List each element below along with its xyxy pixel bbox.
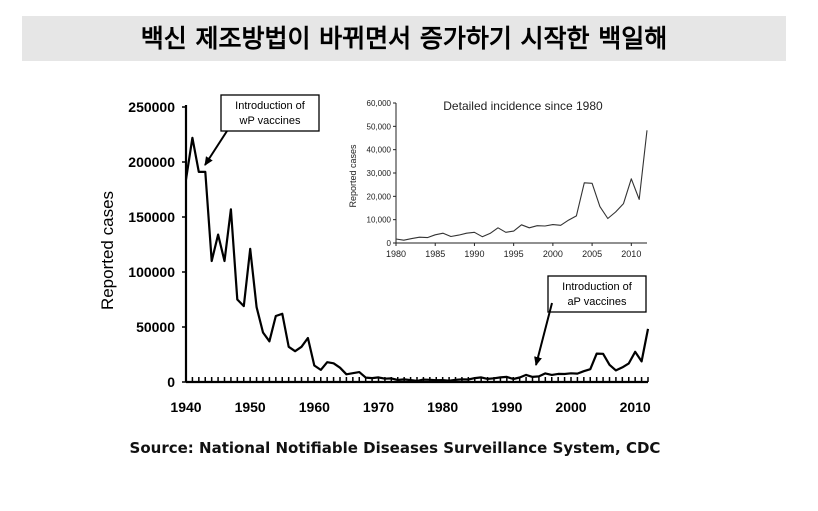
y-tick-label: 250000	[128, 99, 175, 115]
x-tick-label: 1940	[170, 399, 201, 415]
y-tick-label: 50000	[136, 319, 175, 335]
annotation-arrow-wp	[204, 130, 228, 166]
annotation-wp-line2: wP vaccines	[239, 115, 301, 127]
inset-x-tick-label: 2000	[543, 249, 563, 259]
title-banner: 백신 제조방법이 바뀌면서 증가하기 시작한 백일해	[22, 16, 786, 61]
annotation-ap-line1: Introduction of	[562, 281, 633, 293]
inset-y-tick-label: 50,000	[367, 122, 392, 131]
y-tick-label: 0	[167, 374, 175, 390]
main-chart: 0 50000 100000 150000 200000 250000 1940 1950 19…	[98, 99, 651, 415]
source-note: Source: National Notifiable Diseases Sur…	[129, 439, 661, 457]
inset-x-tick-label: 1980	[386, 249, 406, 259]
x-tick-label: 1990	[491, 399, 522, 415]
inset-y-tick-label: 60,000	[367, 99, 392, 108]
inset-x-tick-label: 1990	[464, 249, 484, 259]
inset-x-tick-label: 1995	[504, 249, 524, 259]
inset-x-tick-label: 2010	[621, 249, 641, 259]
inset-x-tick-label: 2005	[582, 249, 602, 259]
inset-y-axis-title: Reported cases	[348, 144, 358, 208]
x-tick-label: 1960	[299, 399, 330, 415]
inset-series-line	[395, 130, 648, 241]
y-tick-label: 200000	[128, 154, 175, 170]
inset-y-tick-label: 0	[387, 239, 392, 248]
inset-title: Detailed incidence since 1980	[443, 99, 603, 113]
annotation-wp-line1: Introduction of	[235, 100, 306, 112]
inset-y-tick-label: 30,000	[367, 169, 392, 178]
inset-y-tick-label: 40,000	[367, 146, 392, 155]
x-tick-label: 2010	[620, 399, 651, 415]
annotation-ap-line2: aP vaccines	[567, 296, 627, 308]
x-tick-label: 1980	[427, 399, 458, 415]
annotation-box-ap	[547, 275, 647, 313]
annotations: Introduction of wP vaccines Introduction o…	[204, 94, 647, 366]
inset-y-tick-label: 10,000	[367, 216, 392, 225]
inset-chart: 0 10,000 20,000 30,000 40,000 50,000 60,000 198…	[348, 99, 648, 259]
annotation-arrow-ap	[534, 302, 553, 366]
x-tick-label: 2000	[555, 399, 586, 415]
inset-y-tick-label: 20,000	[367, 192, 392, 201]
x-tick-label: 1970	[363, 399, 394, 415]
series-line-reported-cases	[184, 136, 650, 382]
y-tick-label: 150000	[128, 209, 175, 225]
annotation-box-wp	[220, 94, 320, 132]
y-axis-title: Reported cases	[98, 191, 117, 310]
page-title: 백신 제조방법이 바뀌면서 증가하기 시작한 백일해	[140, 24, 668, 53]
inset-x-tick-label: 1985	[425, 249, 445, 259]
x-tick-label: 1950	[235, 399, 266, 415]
y-tick-label: 100000	[128, 264, 175, 280]
